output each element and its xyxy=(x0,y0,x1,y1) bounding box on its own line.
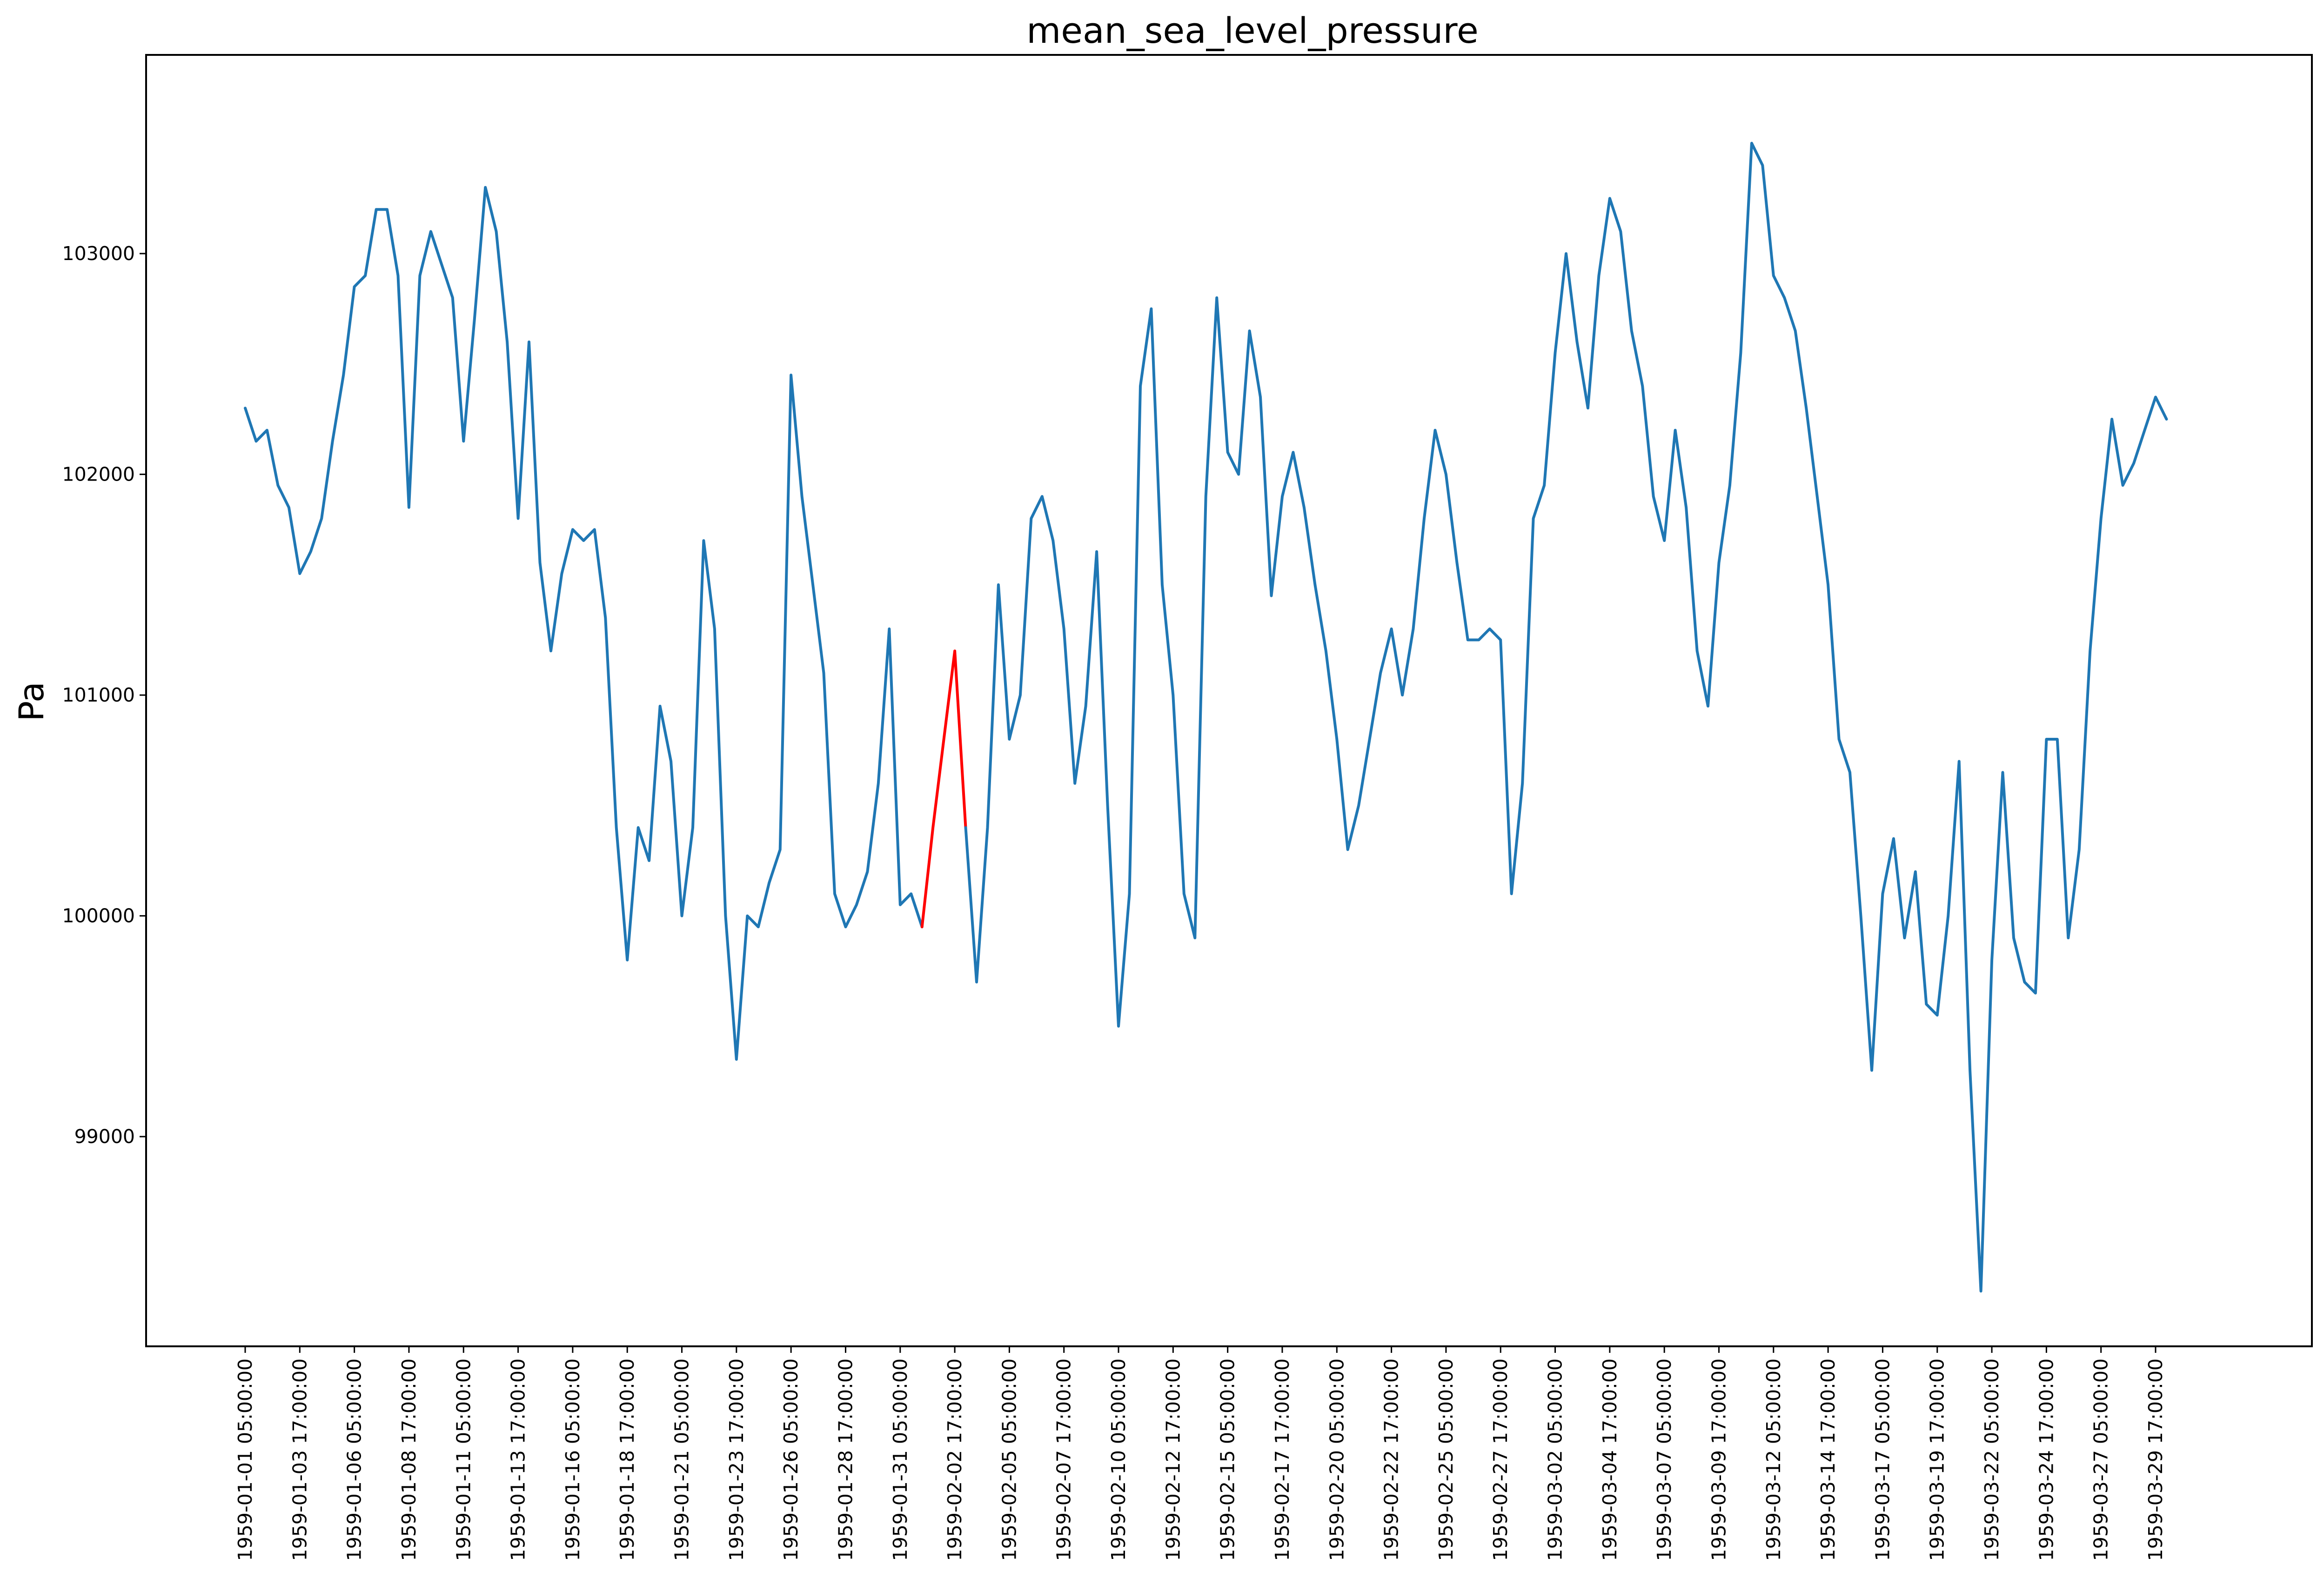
x-tick-label: 1959-03-02 05:00:00 xyxy=(1544,1358,1567,1561)
x-tick-label: 1959-02-22 17:00:00 xyxy=(1380,1358,1403,1561)
x-tick-label: 1959-03-17 05:00:00 xyxy=(1871,1358,1894,1561)
x-tick-label: 1959-01-18 17:00:00 xyxy=(616,1358,638,1561)
x-tick-label: 1959-01-13 17:00:00 xyxy=(507,1358,529,1561)
x-tick-label: 1959-02-15 05:00:00 xyxy=(1217,1358,1239,1561)
x-tick-label: 1959-03-29 17:00:00 xyxy=(2144,1358,2167,1561)
plot-lines xyxy=(244,141,2168,1293)
x-tick-label: 1959-01-08 17:00:00 xyxy=(398,1358,420,1561)
y-tick-label: 101000 xyxy=(62,684,135,706)
x-tick-label: 1959-01-26 05:00:00 xyxy=(780,1358,802,1561)
x-tick-label: 1959-03-19 17:00:00 xyxy=(1926,1358,1949,1561)
chart-title: mean_sea_level_pressure xyxy=(1026,10,1478,51)
plot-frame xyxy=(145,54,2313,1347)
y-axis-label: Pa xyxy=(12,682,52,721)
x-tick-label: 1959-02-25 05:00:00 xyxy=(1435,1358,1457,1561)
series-line-2 xyxy=(964,141,2168,1293)
y-tick-label: 102000 xyxy=(62,463,135,486)
x-tick-label: 1959-02-12 17:00:00 xyxy=(1162,1358,1184,1561)
x-tick-label: 1959-03-09 17:00:00 xyxy=(1708,1358,1730,1561)
series-line-1 xyxy=(920,649,967,929)
x-tick-label: 1959-02-17 17:00:00 xyxy=(1271,1358,1293,1561)
y-tick-label: 103000 xyxy=(62,242,135,265)
y-axis-ticks: 99000 100000 101000 102000 103000 xyxy=(62,242,146,1148)
x-tick-label: 1959-02-20 05:00:00 xyxy=(1326,1358,1348,1561)
x-tick-label: 1959-01-23 17:00:00 xyxy=(725,1358,748,1561)
x-tick-label: 1959-03-12 05:00:00 xyxy=(1762,1358,1785,1561)
x-tick-label: 1959-03-27 05:00:00 xyxy=(2090,1358,2112,1561)
x-tick-label: 1959-02-05 05:00:00 xyxy=(998,1358,1020,1561)
x-tick-label: 1959-03-04 17:00:00 xyxy=(1599,1358,1621,1561)
x-tick-label: 1959-02-07 17:00:00 xyxy=(1053,1358,1075,1561)
x-tick-label: 1959-02-02 17:00:00 xyxy=(944,1358,966,1561)
x-tick-label: 1959-01-21 05:00:00 xyxy=(671,1358,693,1561)
x-tick-label: 1959-01-06 05:00:00 xyxy=(343,1358,366,1561)
y-tick-label: 100000 xyxy=(62,905,135,927)
y-tick-label: 99000 xyxy=(74,1125,135,1148)
x-tick-label: 1959-02-27 17:00:00 xyxy=(1489,1358,1512,1561)
x-tick-label: 1959-01-11 05:00:00 xyxy=(452,1358,475,1561)
x-tick-label: 1959-01-01 05:00:00 xyxy=(234,1358,256,1561)
x-tick-label: 1959-01-16 05:00:00 xyxy=(562,1358,584,1561)
x-tick-label: 1959-03-14 17:00:00 xyxy=(1817,1358,1839,1561)
x-tick-label: 1959-01-03 17:00:00 xyxy=(288,1358,311,1561)
x-tick-label: 1959-01-31 05:00:00 xyxy=(889,1358,911,1561)
series-line-0 xyxy=(244,186,924,1061)
x-tick-label: 1959-02-10 05:00:00 xyxy=(1107,1358,1130,1561)
x-tick-label: 1959-03-22 05:00:00 xyxy=(1981,1358,2003,1561)
x-tick-label: 1959-03-24 17:00:00 xyxy=(2035,1358,2057,1561)
x-axis-ticks: 1959-01-01 05:00:00 1959-01-03 17:00:00 19… xyxy=(234,1346,2167,1561)
x-tick-label: 1959-03-07 05:00:00 xyxy=(1653,1358,1675,1561)
x-tick-label: 1959-01-28 17:00:00 xyxy=(834,1358,857,1561)
